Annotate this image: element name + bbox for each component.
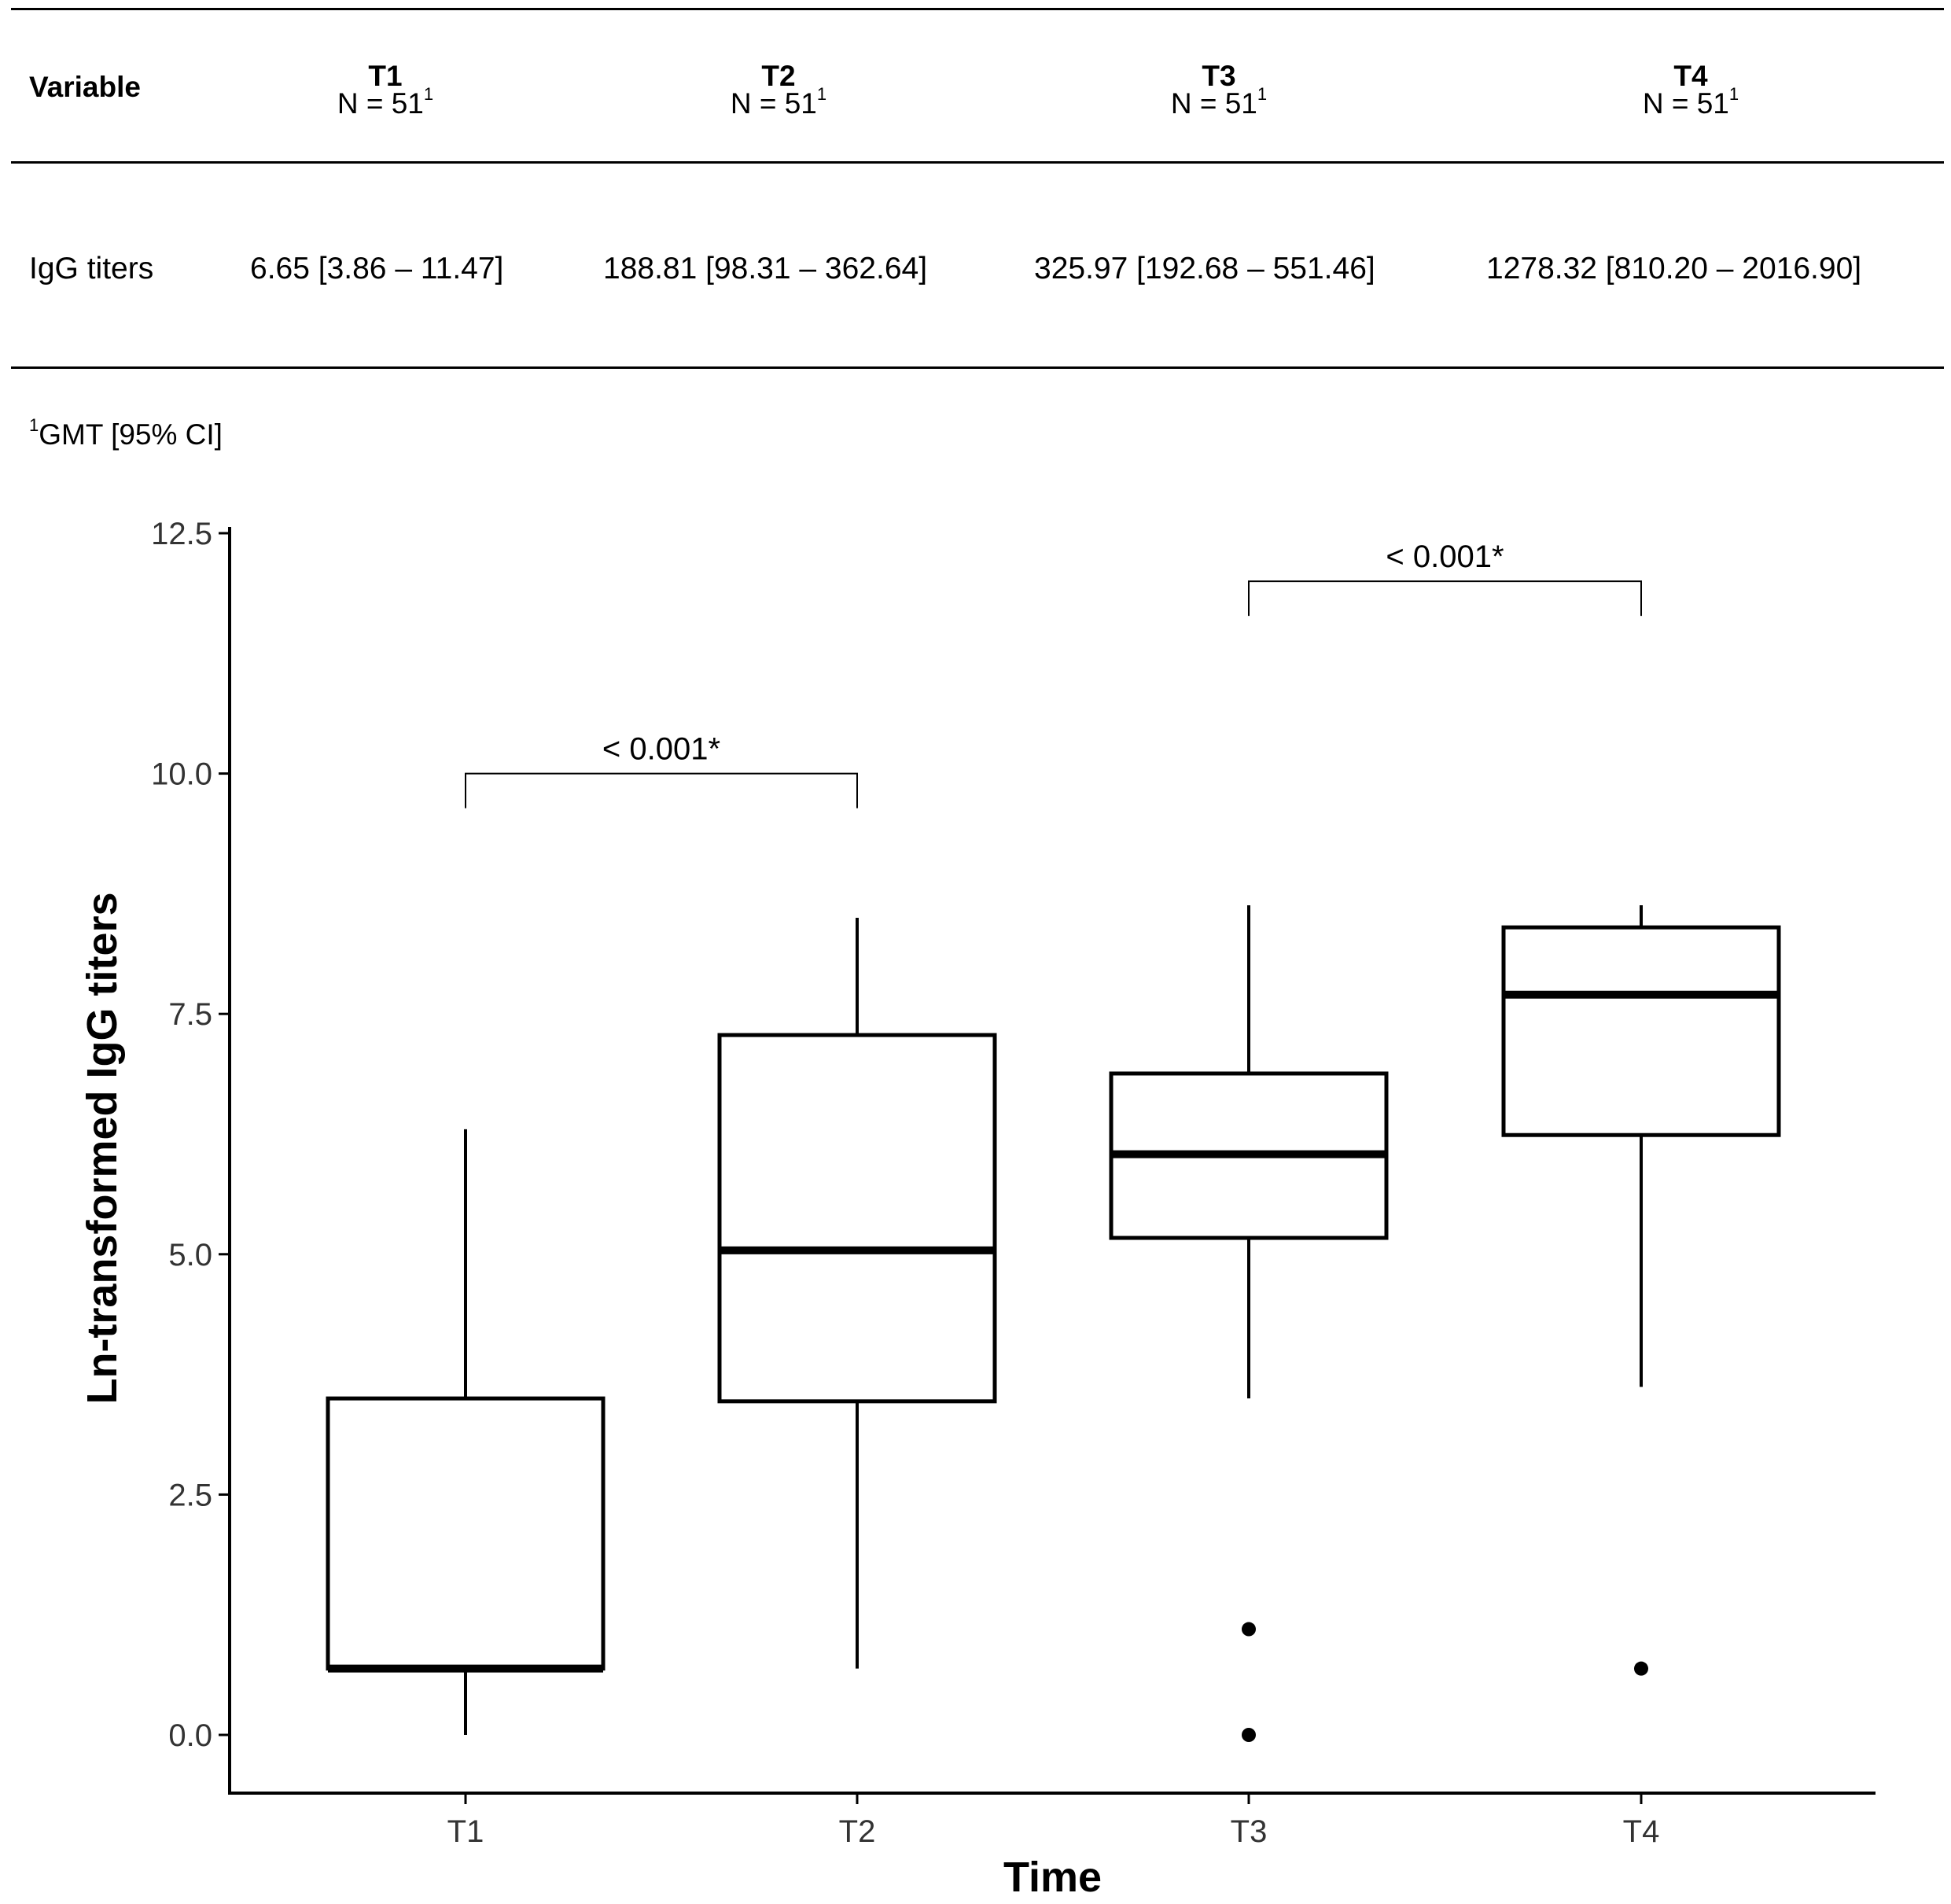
header-col-name: T1 [368,60,403,92]
bracket-line [465,772,858,808]
y-tick-label: 12.5 [151,517,212,551]
y-axis-title: Ln-transformed IgG titers [79,892,126,1404]
bracket-line [1248,580,1642,617]
chart-axes [219,527,1876,1804]
header-col-t4: T4 N = 511 [1533,61,1848,118]
header-col-n: N = 511 [730,84,827,120]
table-header-rule [11,161,1944,164]
x-tick-label: T2 [839,1814,876,1849]
row-value-t3: 325.97 [192.68 – 551.46] [1034,252,1375,285]
header-col-name: T4 [1673,60,1708,92]
chart-marks: < 0.001* < 0.001* [326,540,1781,1742]
box-t1 [326,1129,606,1735]
header-variable: Variable [29,71,141,103]
box-t4 [1501,905,1781,1676]
y-tick-label: 5.0 [168,1238,212,1272]
iqr-box [326,1396,606,1671]
outlier-point [1634,1661,1648,1676]
bracket-label: < 0.001* [602,732,720,767]
comparison-bracket: < 0.001* [465,732,858,808]
row-value-t4: 1278.32 [810.20 – 2016.90] [1486,252,1862,285]
y-tick-label: 7.5 [168,997,212,1032]
table-top-rule [11,8,1944,10]
box-t3 [1109,905,1389,1742]
x-tick-label: T4 [1623,1814,1660,1849]
header-col-t1: T1 N = 511 [228,61,543,118]
footnote: 1GMT [95% CI] [29,415,223,451]
header-col-n: N = 511 [337,84,434,120]
header-col-name: T3 [1202,60,1236,92]
header-col-t3: T3 N = 511 [1062,61,1376,118]
box-t2 [717,917,997,1669]
header-col-n: N = 511 [1642,84,1739,120]
outlier-point [1242,1622,1256,1637]
row-value-t2: 188.81 [98.31 – 362.64] [603,252,928,285]
table-bottom-rule [11,366,1944,369]
iqr-box [1501,925,1781,1137]
chart-labels: 0.0 2.5 5.0 7.5 10.0 12.5 T1 T2 T3 T4 Time Ln-trans… [79,517,1659,1901]
iqr-box [717,1033,997,1404]
x-tick-label: T1 [447,1814,484,1849]
header-col-t2: T2 N = 511 [621,61,936,118]
row-value-t1: 6.65 [3.86 – 11.47] [250,252,504,285]
x-tick-label: T3 [1231,1814,1268,1849]
y-tick-label: 0.0 [168,1718,212,1753]
header-col-n: N = 511 [1170,84,1268,120]
row-label: IgG titers [29,252,154,285]
bracket-label: < 0.001* [1386,540,1504,574]
y-tick-label: 10.0 [151,757,212,792]
x-axis-title: Time [1003,1854,1102,1901]
outlier-point [1242,1728,1256,1742]
header-col-name: T2 [761,60,796,92]
y-tick-label: 2.5 [168,1478,212,1512]
comparison-bracket: < 0.001* [1248,540,1642,617]
